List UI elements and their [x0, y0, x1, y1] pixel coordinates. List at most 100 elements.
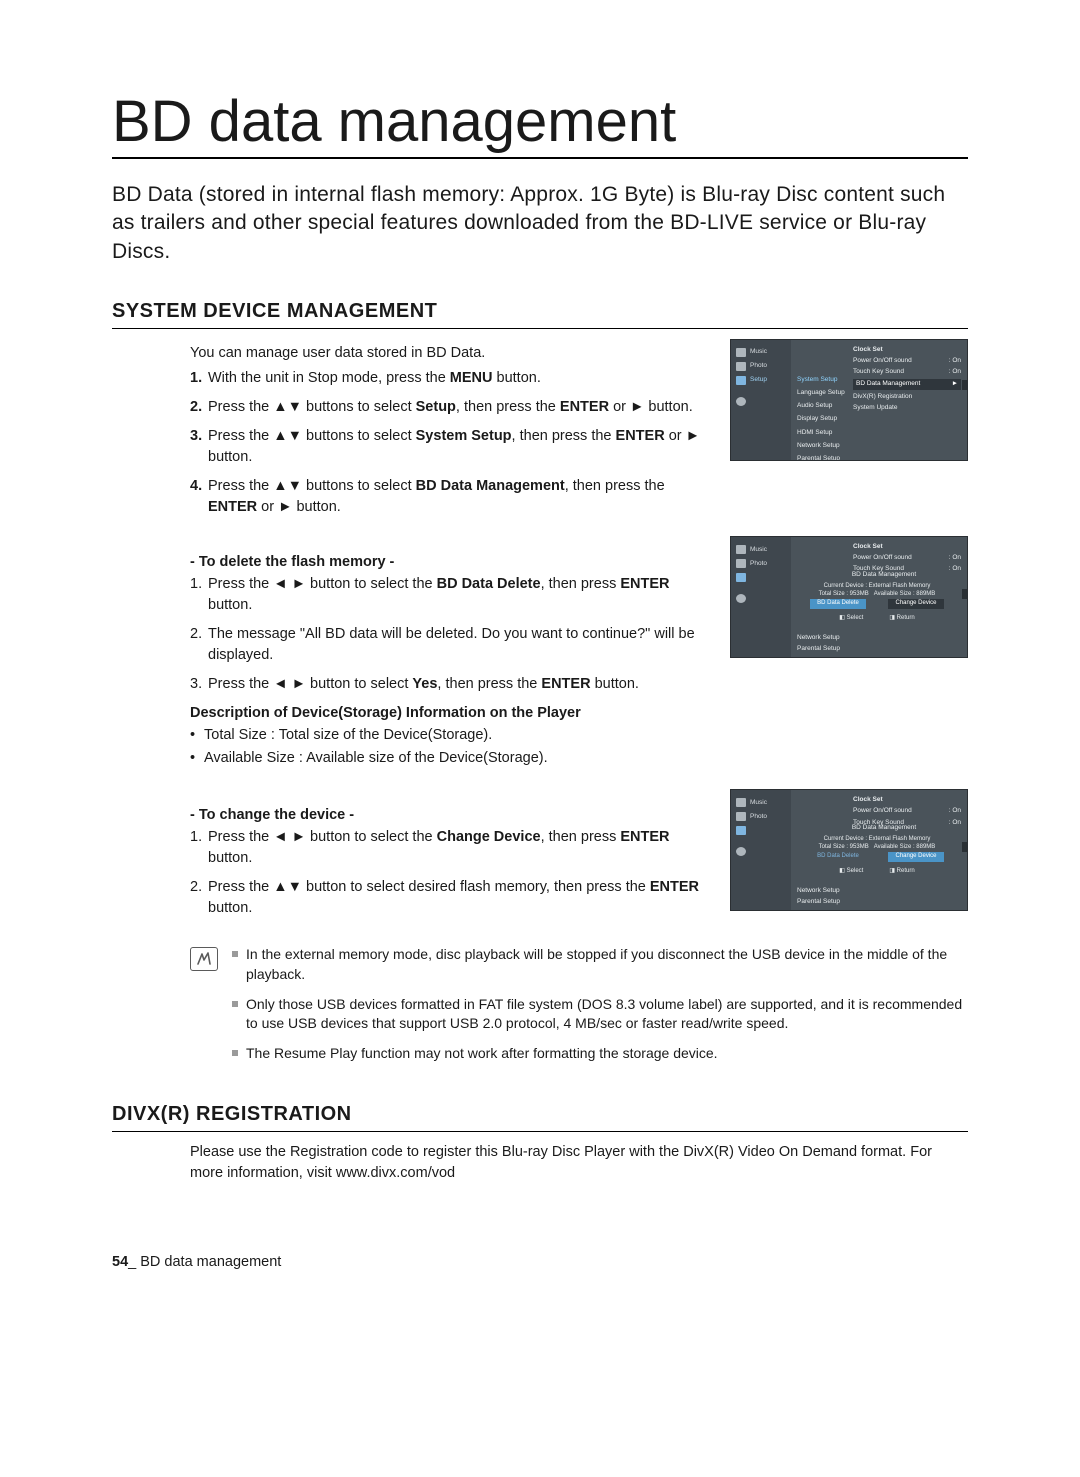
text: button.: [208, 900, 252, 916]
mid-hdmi: HDMI Setup: [797, 429, 845, 437]
del-step-1: 1. Press the ◄ ► button to select the BD…: [190, 574, 706, 616]
del-step-2: 2. The message "All BD data will be dele…: [190, 624, 706, 666]
photo-icon: [736, 812, 746, 821]
rail-music: Music: [750, 799, 767, 807]
scroll-tab-icon: [962, 380, 967, 390]
kw-change-device: Change Device: [437, 829, 541, 845]
note-icon: [190, 947, 218, 971]
detail-current-device: Current Device : External Flash Memory: [795, 836, 959, 844]
chg-step-1: 1. Press the ◄ ► button to select the Ch…: [190, 827, 706, 869]
scroll-tab-icon: [962, 589, 967, 599]
mid-parental: Parental Setup: [797, 645, 840, 653]
text: or ► button.: [257, 499, 341, 515]
text: or ► button.: [609, 399, 693, 415]
mid-parental: Parental Setup: [797, 455, 845, 461]
disc-icon: [736, 847, 746, 856]
detail-header: BD Data Management: [811, 824, 957, 832]
text: button.: [208, 597, 252, 613]
intro-paragraph: BD Data (stored in internal flash memory…: [112, 181, 968, 266]
disc-icon: [736, 594, 746, 603]
step-3: 3. Press the ▲▼ buttons to select System…: [190, 426, 706, 468]
change-steps-list: 1. Press the ◄ ► button to select the Ch…: [190, 827, 706, 919]
text: , then press: [541, 576, 621, 592]
detail-sub: Current Device : External Flash Memory T…: [795, 836, 959, 851]
note-2: Only those USB devices formatted in FAT …: [232, 995, 968, 1034]
chg-step-2: 2. Press the ▲▼ button to select desired…: [190, 877, 706, 919]
step-4: 4. Press the ▲▼ buttons to select BD Dat…: [190, 476, 706, 518]
text: , then press the: [456, 399, 560, 415]
setup-icon: [736, 573, 746, 582]
rp-clock: Clock Set: [853, 543, 961, 551]
note-3: The Resume Play function may not work af…: [232, 1044, 968, 1064]
kw-enter: ENTER: [208, 499, 257, 515]
mid-system-setup: System Setup: [797, 376, 845, 384]
text: Press the ▲▼ buttons to select: [208, 478, 416, 494]
rail-music: Music: [750, 546, 767, 554]
text: Press the ◄ ► button to select: [208, 676, 412, 692]
detail-total: Total Size : 953MB: [819, 844, 869, 850]
mid-language: Language Setup: [797, 389, 845, 397]
detail-current-device: Current Device : External Flash Memory: [795, 583, 959, 591]
scroll-tab-icon: [962, 842, 967, 852]
note-list: In the external memory mode, disc playba…: [232, 945, 968, 1073]
foot-return: ◨ Return: [889, 868, 914, 876]
desc-bullets: Total Size : Total size of the Device(St…: [190, 725, 706, 769]
music-icon: [736, 348, 746, 357]
section-heading-system-device: SYSTEM DEVICE MANAGEMENT: [112, 300, 968, 329]
delete-steps-list: 1. Press the ◄ ► button to select the BD…: [190, 574, 706, 695]
rail-setup: Setup: [750, 376, 767, 384]
rp-clock: Clock Set: [853, 796, 961, 804]
rp-power-v: : On: [949, 357, 961, 365]
music-icon: [736, 545, 746, 554]
detail-header: BD Data Management: [811, 571, 957, 579]
mid-network: Network Setup: [797, 887, 840, 895]
text: Press the ▲▼ button to select desired fl…: [208, 879, 650, 895]
mid-network: Network Setup: [797, 442, 845, 450]
foot-select: ◧ Select: [839, 868, 863, 876]
text: button.: [591, 676, 639, 692]
setup-icon: [736, 826, 746, 835]
step-2: 2. Press the ▲▼ buttons to select Setup,…: [190, 397, 706, 418]
text: , then press the: [512, 428, 616, 444]
kw-enter: ENTER: [541, 676, 590, 692]
rp-power-l: Power On/Off sound: [853, 807, 912, 815]
text: Press the ▲▼ buttons to select: [208, 428, 416, 444]
mid-audio: Audio Setup: [797, 402, 845, 410]
kw-system-setup: System Setup: [416, 428, 512, 444]
kw-bd-data-delete: BD Data Delete: [437, 576, 541, 592]
setup-icon: [736, 376, 746, 385]
text: Press the ▲▼ buttons to select: [208, 399, 416, 415]
detail-avail: Available Size : 889MB: [874, 844, 936, 850]
section1-lead: You can manage user data stored in BD Da…: [190, 343, 706, 364]
desc-available: Available Size : Available size of the D…: [190, 748, 706, 769]
text: button.: [208, 850, 252, 866]
text: With the unit in Stop mode, press the: [208, 370, 450, 386]
divx-body: Please use the Registration code to regi…: [190, 1142, 968, 1184]
osd-screenshot-3: Music Photo Clock Set Power On/Off sound…: [730, 789, 968, 911]
kw-yes: Yes: [412, 676, 437, 692]
rail-music: Music: [750, 348, 767, 356]
rp-power-v: : On: [949, 807, 961, 815]
section-heading-divx: DIVX(R) REGISTRATION: [112, 1103, 968, 1132]
rp-power-v: : On: [949, 554, 961, 562]
btn-change-device: Change Device: [888, 599, 944, 609]
kw-enter: ENTER: [560, 399, 609, 415]
rp-bd: BD Data Management: [856, 380, 920, 388]
page-title: BD data management: [112, 88, 968, 159]
mid-display: Display Setup: [797, 415, 845, 423]
text: , then press: [541, 829, 621, 845]
text: , then press the: [565, 478, 665, 494]
rp-power-l: Power On/Off sound: [853, 357, 912, 365]
kw-enter: ENTER: [620, 829, 669, 845]
photo-icon: [736, 559, 746, 568]
text: The message "All BD data will be deleted…: [208, 626, 695, 663]
rp-divx: DivX(R) Registration: [853, 393, 912, 401]
detail-avail: Available Size : 889MB: [874, 591, 936, 597]
kw-enter: ENTER: [650, 879, 699, 895]
btn-change-device: Change Device: [888, 852, 944, 862]
del-step-3: 3. Press the ◄ ► button to select Yes, t…: [190, 674, 706, 695]
text: Press the ◄ ► button to select the: [208, 576, 437, 592]
chevron-right-icon: ►: [952, 380, 958, 388]
rp-update: System Update: [853, 404, 897, 412]
kw-menu: MENU: [450, 370, 493, 386]
